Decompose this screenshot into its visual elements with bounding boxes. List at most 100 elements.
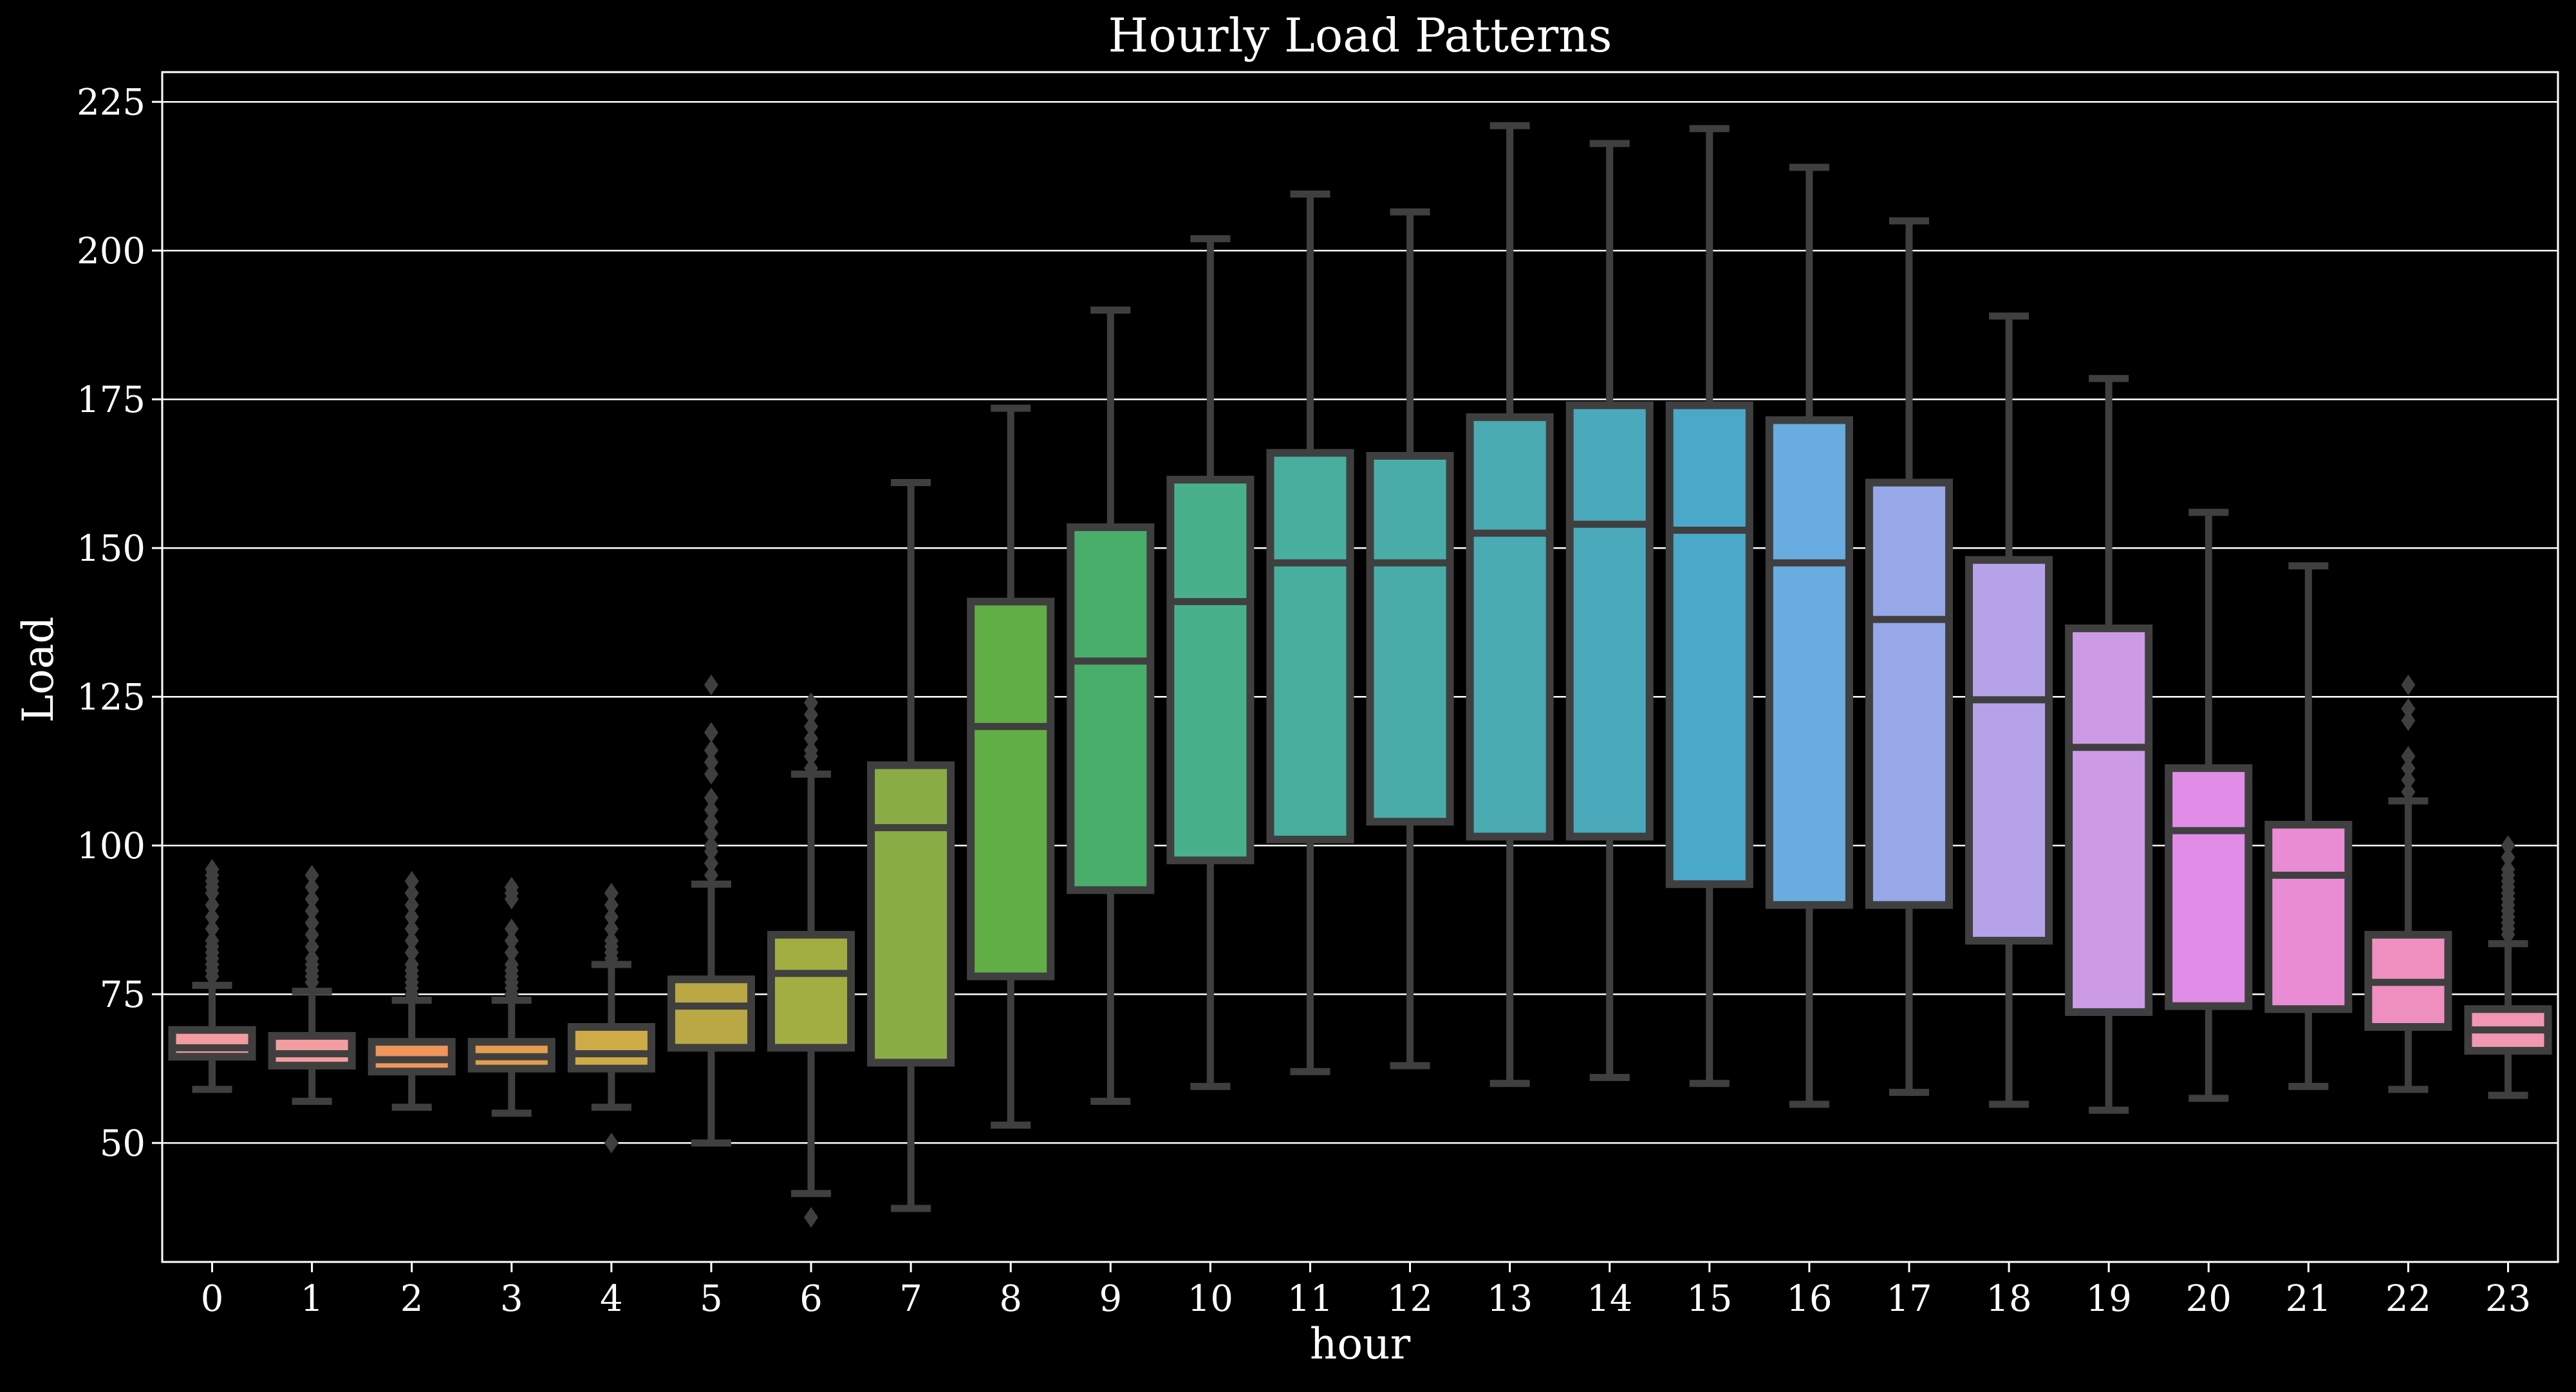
box-body	[967, 597, 1055, 981]
outlier-point	[404, 918, 419, 939]
box-body	[1166, 475, 1255, 865]
box-body	[1067, 523, 1155, 894]
outlier-point	[304, 936, 319, 957]
outlier-point	[2401, 746, 2416, 767]
x-tick-label: 9	[1099, 1278, 1122, 1320]
outlier-point	[404, 930, 419, 952]
y-tick-label: 150	[77, 528, 145, 570]
outlier-point	[604, 1133, 619, 1154]
box-hour-3	[467, 876, 555, 1117]
outlier-point	[404, 907, 419, 928]
box-body	[867, 761, 955, 1067]
outlier-point	[2401, 674, 2416, 695]
y-tick-label: 200	[77, 230, 145, 272]
outlier-point	[704, 764, 718, 785]
x-tick-label: 21	[2286, 1278, 2331, 1320]
outlier-point	[304, 900, 319, 921]
outlier-point	[704, 722, 718, 743]
x-tick-label: 7	[899, 1278, 922, 1320]
outlier-point	[404, 954, 419, 975]
box-body	[1366, 451, 1454, 826]
x-tick-label: 22	[2385, 1278, 2431, 1320]
outlier-point	[504, 876, 519, 898]
x-tick-label: 1	[301, 1278, 324, 1320]
x-tick-label: 10	[1188, 1278, 1233, 1320]
outlier-point	[804, 1207, 819, 1228]
outlier-point	[205, 930, 219, 952]
outlier-point	[604, 930, 619, 952]
outlier-point	[304, 865, 319, 886]
x-tick-label: 20	[2186, 1278, 2232, 1320]
y-tick-label: 75	[100, 974, 145, 1016]
outlier-point	[804, 740, 819, 761]
box-hour-4	[567, 883, 655, 1154]
outlier-point	[2501, 859, 2515, 880]
x-tick-label: 11	[1287, 1278, 1333, 1320]
box-hour-6	[767, 692, 855, 1228]
box-hour-23	[2464, 835, 2552, 1099]
x-axis-label: hour	[1310, 1319, 1411, 1369]
outlier-point	[704, 823, 718, 844]
outlier-point	[404, 942, 419, 963]
x-tick-label: 18	[1986, 1278, 2031, 1320]
y-tick-label: 225	[77, 82, 145, 124]
x-tick-label: 3	[500, 1278, 523, 1320]
outlier-point	[504, 954, 519, 975]
outlier-point	[205, 918, 219, 939]
box-body	[1466, 413, 1554, 841]
box-hour-11	[1266, 190, 1354, 1075]
y-tick-label: 100	[77, 825, 145, 867]
x-tick-label: 0	[201, 1278, 224, 1320]
outlier-point	[704, 865, 718, 886]
outlier-point	[2401, 782, 2416, 803]
outlier-point	[704, 674, 718, 695]
box-body	[1965, 556, 2053, 945]
box-hour-10	[1166, 235, 1255, 1090]
box-body	[2165, 764, 2253, 1010]
outlier-point	[704, 787, 718, 809]
box-hour-8	[967, 404, 1055, 1129]
box-hour-9	[1067, 306, 1155, 1105]
x-tick-label: 23	[2485, 1278, 2531, 1320]
x-tick-label: 13	[1487, 1278, 1533, 1320]
box-body	[168, 1026, 256, 1061]
box-body	[567, 1023, 655, 1073]
y-tick-label: 175	[77, 379, 145, 421]
x-tick-label: 4	[600, 1278, 623, 1320]
x-tick-label: 15	[1686, 1278, 1732, 1320]
outlier-point	[304, 924, 319, 945]
box-hour-22	[2364, 674, 2452, 1093]
outlier-point	[2501, 835, 2515, 856]
box-body	[1765, 416, 1853, 909]
outlier-point	[704, 811, 718, 832]
box-hour-19	[2065, 375, 2153, 1114]
box-body	[667, 975, 755, 1052]
x-tick-label: 2	[400, 1278, 424, 1320]
box-hour-21	[2264, 562, 2353, 1090]
outlier-point	[804, 758, 819, 779]
outlier-point	[604, 907, 619, 928]
grid-lines	[162, 100, 2558, 1144]
outlier-point	[205, 894, 219, 916]
outlier-point	[304, 876, 319, 898]
outlier-point	[704, 835, 718, 856]
outlier-point	[504, 942, 519, 963]
outlier-point	[804, 716, 819, 737]
outlier-point	[304, 889, 319, 910]
box-body	[2065, 624, 2153, 1016]
box-hour-12	[1366, 208, 1454, 1069]
outlier-point	[2401, 769, 2416, 791]
x-tick-label: 6	[799, 1278, 823, 1320]
outlier-point	[604, 883, 619, 904]
box-hour-15	[1665, 125, 1753, 1087]
box-hour-16	[1765, 164, 1853, 1108]
outlier-point	[2401, 698, 2416, 719]
box-hour-20	[2165, 509, 2253, 1102]
outlier-point	[2401, 710, 2416, 731]
x-tick-label: 12	[1387, 1278, 1433, 1320]
box-hour-14	[1565, 140, 1654, 1082]
box-hour-1	[268, 865, 356, 1105]
x-tick-label: 8	[999, 1278, 1022, 1320]
